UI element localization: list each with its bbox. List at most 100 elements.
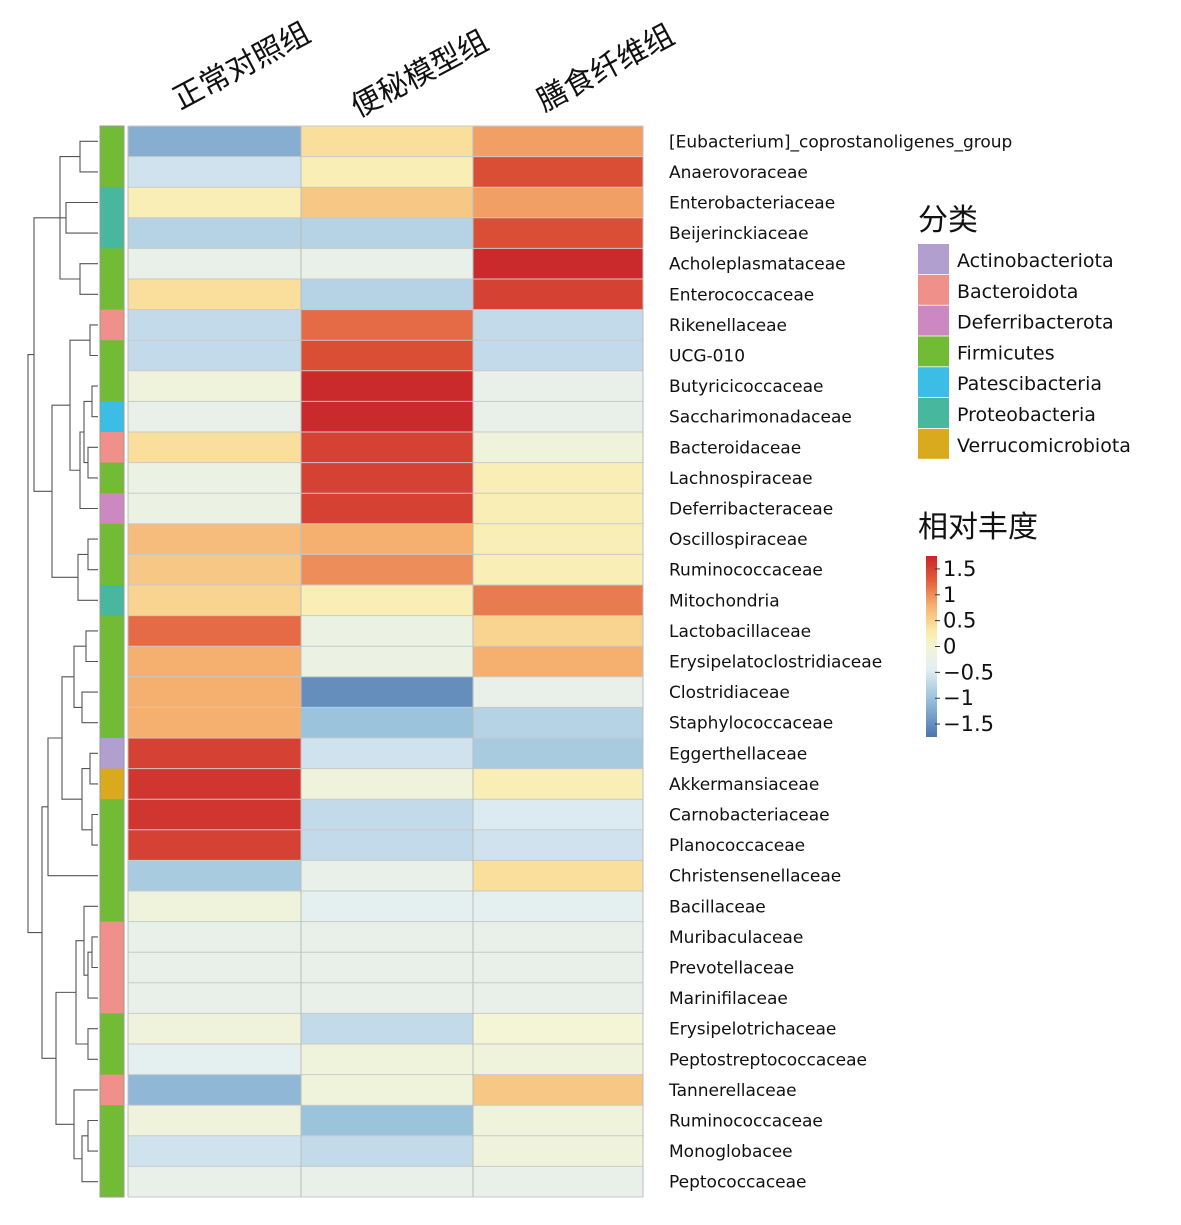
row-label: Erysipelotrichaceae: [669, 1020, 836, 1040]
legend-label: Bacteroidota: [957, 281, 1078, 303]
heatmap-cell: [473, 217, 643, 249]
phylum-annotation-cell: [100, 891, 124, 923]
legend-swatch: [918, 336, 949, 367]
heatmap-cell: [301, 217, 473, 249]
heatmap-cell: [473, 1105, 643, 1137]
heatmap-cell: [301, 615, 473, 647]
heatmap-cell: [301, 279, 473, 311]
column-label: 膳食纤维组: [531, 18, 680, 119]
heatmap-cells: [128, 126, 643, 1198]
phylum-annotation-cell: [100, 615, 124, 647]
heatmap-cell: [128, 126, 301, 158]
phylum-annotation-cell: [100, 432, 124, 464]
legend-label: Verrucomicrobiota: [957, 435, 1131, 457]
heatmap-cell: [301, 248, 473, 280]
heatmap-cell: [128, 585, 301, 617]
phylum-annotation-cell: [100, 1135, 124, 1167]
phylum-annotation-cell: [100, 799, 124, 831]
phylum-annotation-cell: [100, 309, 124, 341]
heatmap-cell: [473, 279, 643, 311]
heatmap-cell: [301, 738, 473, 770]
phylum-legend: 分类 Actinobacteriota Bacteroidota Deferriba…: [918, 203, 1131, 459]
legend-swatch: [918, 367, 949, 398]
heatmap-cell: [473, 156, 643, 188]
heatmap-cell: [128, 952, 301, 984]
heatmap-cell: [473, 860, 643, 892]
colorbar-title: 相对丰度: [918, 510, 1038, 545]
heatmap-cell: [128, 156, 301, 188]
row-label: UCG-010: [669, 347, 745, 367]
heatmap-cell: [473, 554, 643, 586]
legend-label: Deferribacterota: [957, 312, 1114, 334]
heatmap-cell: [128, 217, 301, 249]
row-label: Lachnospiraceae: [669, 469, 813, 489]
heatmap-cell: [473, 585, 643, 617]
phylum-annotation-cell: [100, 554, 124, 586]
heatmap-cell: [128, 493, 301, 525]
heatmap-cell: [128, 309, 301, 341]
row-label: Peptococcaceae: [669, 1173, 807, 1193]
colorbar-tick-label: 0.5: [943, 609, 976, 633]
heatmap-cell: [301, 1013, 473, 1045]
row-label: Rikenellaceae: [669, 316, 787, 336]
phylum-annotation-cell: [100, 279, 124, 311]
phylum-annotation-cell: [100, 187, 124, 219]
heatmap-cell: [128, 860, 301, 892]
legend-swatch: [918, 244, 949, 274]
heatmap-cell: [473, 768, 643, 800]
heatmap-cell: [128, 554, 301, 586]
colorbar-tick-label: 1.5: [943, 557, 976, 581]
heatmap-cell: [301, 187, 473, 219]
column-labels: 正常对照组 便秘模型组 膳食纤维组: [167, 16, 680, 125]
row-label: Beijerinckiaceae: [669, 224, 809, 244]
legend-swatch: [918, 398, 949, 428]
row-label: Monoglobacee: [669, 1142, 793, 1162]
heatmap-cell: [473, 952, 643, 984]
phylum-annotation-strip: [100, 126, 124, 1198]
row-label: Anaerovoraceae: [669, 163, 808, 183]
heatmap-cell: [301, 309, 473, 341]
heatmap-cell: [128, 279, 301, 311]
heatmap-cell: [473, 401, 643, 433]
phylum-annotation-cell: [100, 217, 124, 249]
heatmap-cell: [473, 340, 643, 372]
row-labels: [Eubacterium]_coprostanoligenes_group Ana…: [668, 132, 1012, 1192]
heatmap-cell: [128, 799, 301, 831]
phylum-annotation-cell: [100, 921, 124, 953]
heatmap-cell: [301, 707, 473, 739]
heatmap-cell: [473, 738, 643, 770]
heatmap-cell: [128, 187, 301, 219]
heatmap-cell: [128, 891, 301, 923]
phylum-annotation-cell: [100, 1013, 124, 1045]
heatmap-cell: [473, 921, 643, 953]
heatmap-cell: [128, 676, 301, 708]
heatmap-cell: [128, 615, 301, 647]
row-label: Butyricicoccaceae: [669, 377, 824, 397]
legend-swatch: [918, 274, 949, 305]
colorbar-tick-label: −1: [943, 686, 974, 710]
heatmap-cell: [128, 1105, 301, 1137]
column-label: 便秘模型组: [345, 24, 494, 125]
heatmap-cell: [301, 768, 473, 800]
heatmap-cell: [301, 676, 473, 708]
heatmap-cell: [128, 1135, 301, 1167]
row-label: Tannerellaceae: [668, 1081, 797, 1101]
row-label: Enterobacteriaceae: [669, 194, 835, 214]
heatmap-cell: [473, 829, 643, 861]
heatmap-cell: [301, 952, 473, 984]
heatmap-cell: [128, 921, 301, 953]
colorbar-tick-label: −1.5: [943, 712, 994, 736]
heatmap-gridlines: [99, 125, 644, 1198]
phylum-annotation-cell: [100, 676, 124, 708]
row-label: Bacteroidaceae: [669, 438, 801, 458]
heatmap-cell: [301, 370, 473, 402]
row-label: Ruminococcaceae: [669, 561, 823, 581]
phylum-annotation-cell: [100, 738, 124, 770]
phylum-annotation-cell: [100, 860, 124, 892]
heatmap-cell: [473, 982, 643, 1014]
heatmap-cell: [473, 1044, 643, 1076]
colorbar-bar: [926, 556, 937, 737]
heatmap-cell: [473, 370, 643, 402]
phylum-annotation-cell: [100, 768, 124, 800]
